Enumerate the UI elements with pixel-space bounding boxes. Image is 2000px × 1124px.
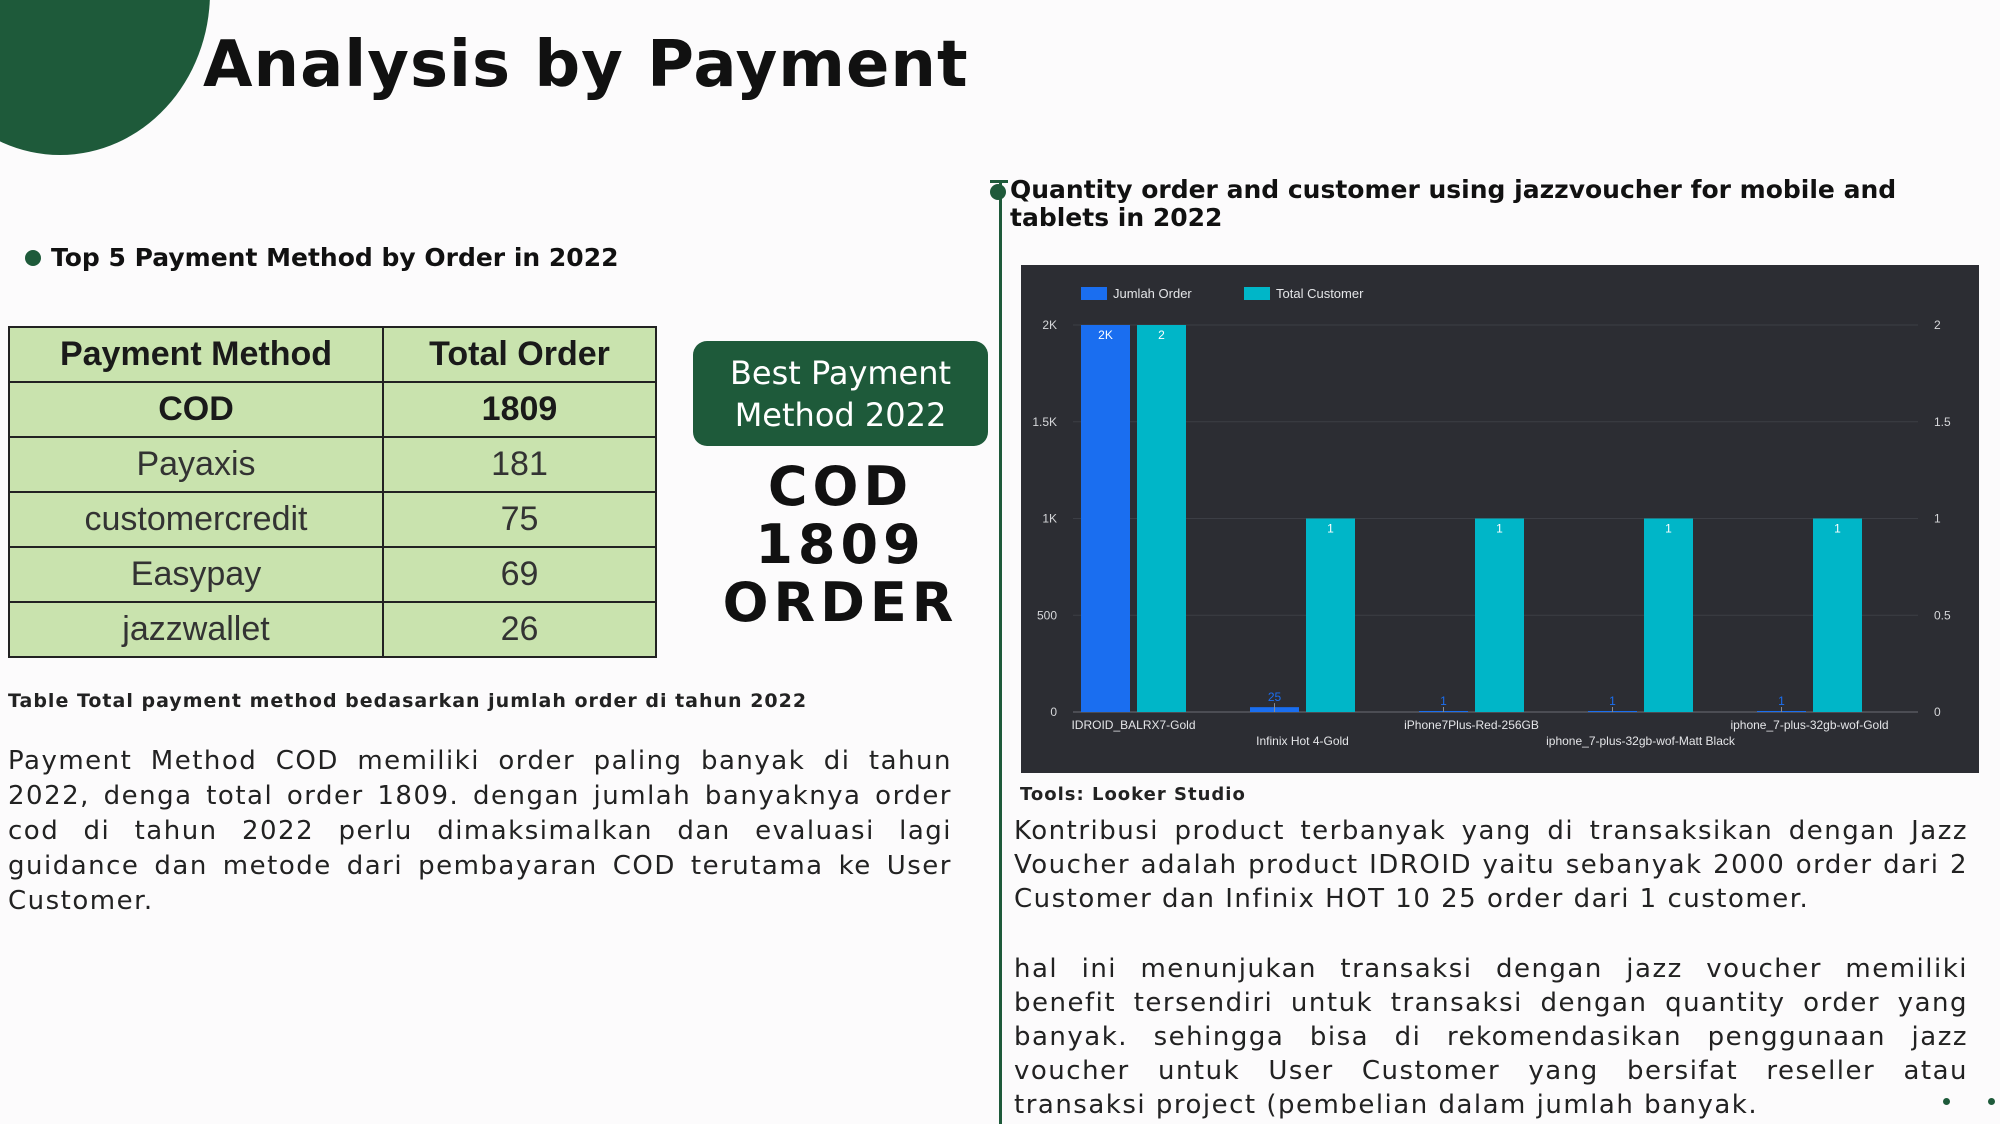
category-tick-label: iphone_7-plus-32gb-wof-Matt Black [1546, 734, 1736, 748]
dot-icon [1943, 1098, 1950, 1105]
bar-total-customer [1475, 518, 1524, 712]
left-section-title-text: Top 5 Payment Method by Order in 2022 [51, 243, 619, 272]
bullet-icon [25, 250, 41, 266]
bar-total-customer [1813, 518, 1862, 712]
bar-total-customer [1306, 518, 1355, 712]
data-label-total-customer: 2 [1158, 328, 1165, 342]
bar-jumlah-order [1081, 325, 1130, 712]
best-payment-value: COD 1809 ORDER [693, 458, 988, 632]
jazzvoucher-chart: 0 500 1K 1.5K 2K 0 0.5 1 1.5 2 2K 2 25 1 1 1 1 1 1 1 IDROID_… [1021, 265, 1979, 773]
table-header-payment-method: Payment Method [8, 326, 384, 383]
legend-swatch [1244, 287, 1270, 300]
table-cell: 26 [382, 601, 657, 658]
data-label-total-customer: 1 [1834, 522, 1841, 536]
best-payment-method: COD [767, 455, 914, 518]
table-row: Payaxis 181 [8, 436, 657, 493]
table-row: Easypay 69 [8, 546, 657, 603]
table-row: jazzwallet 26 [8, 601, 657, 658]
legend-swatch [1081, 287, 1107, 300]
table-cell: Payaxis [8, 436, 384, 493]
left-description: Payment Method COD memiliki order paling… [8, 746, 952, 916]
right-axis-tick-label: 2 [1934, 318, 1941, 332]
table-row: customercredit 75 [8, 491, 657, 548]
data-label-total-customer: 1 [1327, 522, 1334, 536]
table-cell: customercredit [8, 491, 384, 548]
left-axis-tick-label: 1K [1042, 512, 1057, 526]
data-label-jumlah-order: 1 [1609, 694, 1616, 708]
data-label-jumlah-order: 1 [1778, 694, 1785, 708]
legend-label: Jumlah Order [1113, 286, 1192, 301]
dot-icon [1988, 1098, 1995, 1105]
table-cell: 181 [382, 436, 657, 493]
table-cell: jazzwallet [8, 601, 384, 658]
tools-label: Tools: Looker Studio [1020, 784, 1246, 805]
category-tick-label: IDROID_BALRX7-Gold [1071, 718, 1195, 732]
best-payment-unit: ORDER [722, 571, 959, 634]
left-axis-tick-label: 0 [1050, 705, 1057, 719]
right-section-title-text: Quantity order and customer using jazzvo… [1010, 175, 1897, 232]
bar-total-customer [1644, 518, 1693, 712]
table-cell: COD [8, 381, 384, 438]
data-label-jumlah-order: 2K [1098, 328, 1113, 342]
table-row: COD 1809 [8, 381, 657, 438]
left-section-title: Top 5 Payment Method by Order in 2022 [25, 243, 618, 272]
section-divider [999, 180, 1002, 1124]
data-label-total-customer: 1 [1496, 522, 1503, 536]
left-axis-tick-label: 500 [1037, 608, 1057, 622]
legend-label: Total Customer [1276, 286, 1364, 301]
best-payment-count: 1809 [755, 513, 926, 576]
right-paragraph-1: Kontribusi product terbanyak yang di tra… [1014, 816, 1968, 914]
bullet-icon [990, 184, 1006, 200]
payment-method-table: Payment Method Total Order COD 1809 Paya… [8, 326, 657, 658]
right-paragraph-2: hal ini menunjukan transaksi dengan jazz… [1014, 954, 1968, 1120]
table-cell: Easypay [8, 546, 384, 603]
corner-decoration [0, 0, 210, 155]
data-label-jumlah-order: 1 [1440, 694, 1447, 708]
table-cell: 75 [382, 491, 657, 548]
chart-svg: 0 500 1K 1.5K 2K 0 0.5 1 1.5 2 2K 2 25 1 1 1 1 1 1 1 IDROID_… [1032, 286, 1951, 748]
category-tick-label: iphone_7-plus-32gb-wof-Gold [1730, 718, 1888, 732]
bar-total-customer [1137, 325, 1186, 712]
section-divider-cap [990, 180, 1008, 183]
page-title: Analysis by Payment [203, 28, 969, 102]
table-cell: 1809 [382, 381, 657, 438]
right-axis-tick-label: 0 [1934, 705, 1941, 719]
right-axis-tick-label: 0.5 [1934, 608, 1951, 622]
decorative-dots [1905, 1090, 1995, 1109]
best-payment-badge: Best Payment Method 2022 [693, 341, 988, 446]
right-section-title: Quantity order and customer using jazzvo… [990, 175, 1970, 232]
table-header-row: Payment Method Total Order [8, 326, 657, 383]
table-cell: 69 [382, 546, 657, 603]
best-payment-label: Best Payment Method 2022 [729, 353, 952, 434]
table-caption: Table Total payment method bedasarkan ju… [8, 690, 808, 712]
right-axis-tick-label: 1 [1934, 512, 1941, 526]
data-label-total-customer: 1 [1665, 522, 1672, 536]
category-tick-label: iPhone7Plus-Red-256GB [1404, 718, 1539, 732]
left-axis-tick-label: 2K [1042, 318, 1057, 332]
table-header-total-order: Total Order [382, 326, 657, 383]
data-label-jumlah-order: 25 [1268, 690, 1282, 704]
left-axis-tick-label: 1.5K [1032, 415, 1057, 429]
right-axis-tick-label: 1.5 [1934, 415, 1951, 429]
category-tick-label: Infinix Hot 4-Gold [1256, 734, 1349, 748]
